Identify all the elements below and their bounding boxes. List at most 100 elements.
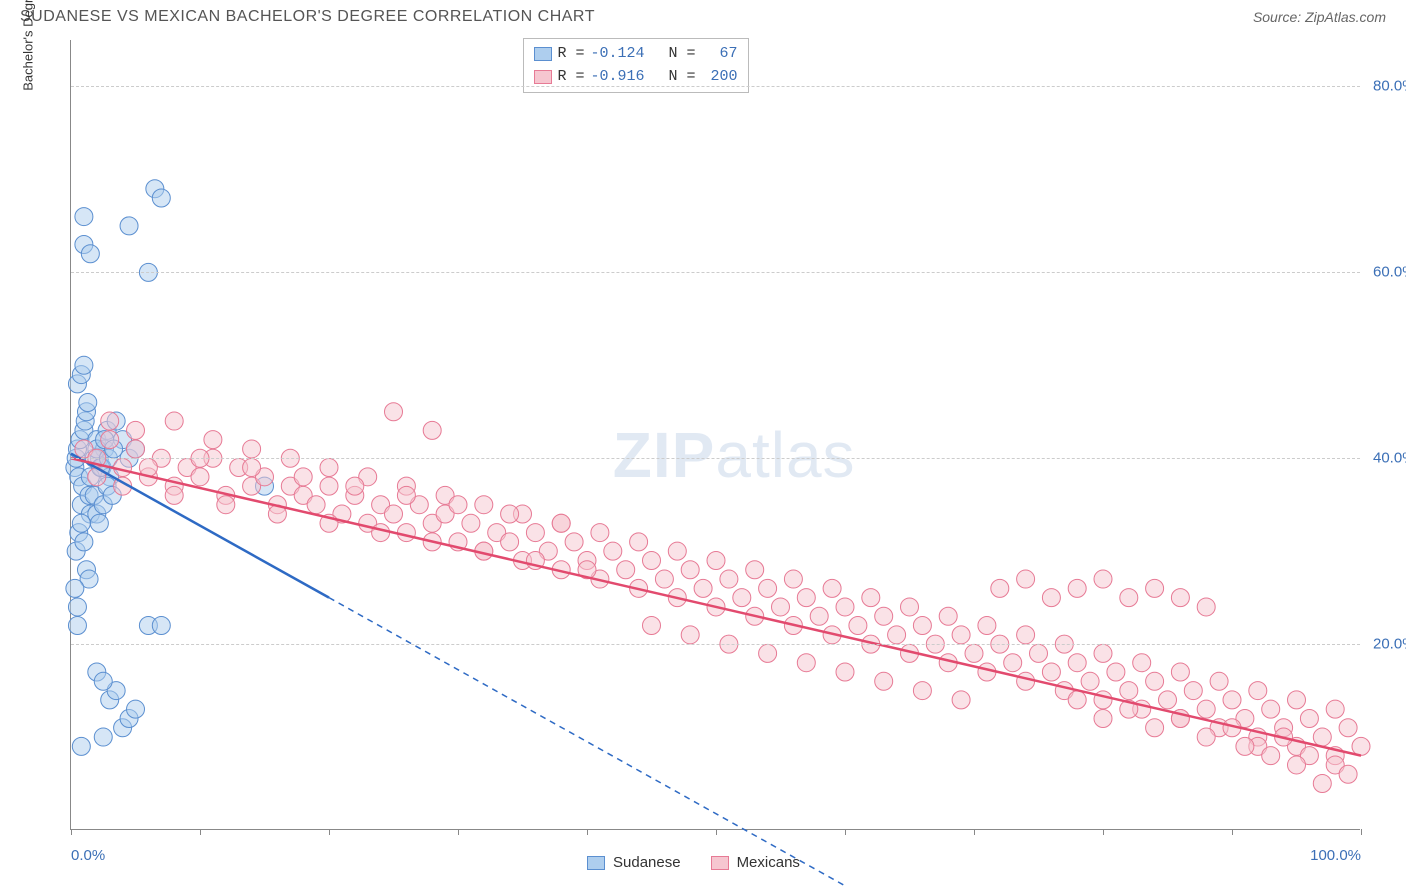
data-point [449, 496, 467, 514]
data-point [617, 561, 635, 579]
stats-legend: R = -0.124 N = 67R = -0.916 N = 200 [523, 38, 749, 93]
data-point [810, 607, 828, 625]
data-point [127, 440, 145, 458]
data-point [1197, 598, 1215, 616]
data-point [1236, 737, 1254, 755]
data-point [75, 208, 93, 226]
data-point [720, 570, 738, 588]
data-point [1159, 691, 1177, 709]
gridline [71, 86, 1360, 87]
legend-label: Sudanese [613, 854, 681, 871]
data-point [875, 607, 893, 625]
data-point [94, 672, 112, 690]
data-point [385, 403, 403, 421]
data-point [707, 551, 725, 569]
data-point [204, 431, 222, 449]
x-tick [716, 829, 717, 835]
data-point [1004, 654, 1022, 672]
data-point [307, 496, 325, 514]
data-point [888, 626, 906, 644]
data-point [759, 644, 777, 662]
stats-r-value: -0.916 [591, 66, 645, 89]
data-point [862, 589, 880, 607]
data-point [191, 468, 209, 486]
gridline [71, 458, 1360, 459]
chart-title: SUDANESE VS MEXICAN BACHELOR'S DEGREE CO… [20, 8, 595, 26]
data-point [320, 459, 338, 477]
data-point [94, 728, 112, 746]
data-point [772, 598, 790, 616]
data-point [643, 617, 661, 635]
legend-swatch [534, 70, 552, 84]
y-tick-label: 20.0% [1373, 636, 1406, 653]
data-point [1313, 728, 1331, 746]
stats-r-label: R = [558, 66, 585, 89]
data-point [1262, 700, 1280, 718]
x-tick [845, 829, 846, 835]
data-point [397, 486, 415, 504]
data-point [1339, 765, 1357, 783]
data-point [823, 579, 841, 597]
data-point [72, 737, 90, 755]
x-tick [200, 829, 201, 835]
gridline [71, 272, 1360, 273]
data-point [79, 393, 97, 411]
data-point [1107, 663, 1125, 681]
data-point [759, 579, 777, 597]
data-point [901, 598, 919, 616]
data-point [1249, 682, 1267, 700]
data-point [501, 533, 519, 551]
gridline [71, 644, 1360, 645]
plot-area: ZIPatlas R = -0.124 N = 67R = -0.916 N =… [70, 40, 1360, 830]
data-point [1146, 672, 1164, 690]
data-point [127, 700, 145, 718]
data-point [591, 524, 609, 542]
trend-line-dashed [329, 598, 845, 886]
data-point [991, 579, 1009, 597]
data-point [501, 505, 519, 523]
x-tick [1361, 829, 1362, 835]
stats-row: R = -0.916 N = 200 [534, 66, 738, 89]
data-point [462, 514, 480, 532]
data-point [81, 245, 99, 263]
data-point [1068, 579, 1086, 597]
legend-swatch [711, 856, 729, 870]
legend-swatch [587, 856, 605, 870]
data-point [423, 421, 441, 439]
stats-n-value: 200 [702, 66, 738, 89]
x-tick [71, 829, 72, 835]
legend-item: Mexicans [711, 854, 800, 871]
data-point [1210, 672, 1228, 690]
data-point [1120, 589, 1138, 607]
data-point [913, 682, 931, 700]
data-point [72, 514, 90, 532]
stats-n-label: N = [651, 43, 696, 66]
stats-r-label: R = [558, 43, 585, 66]
data-point [1288, 691, 1306, 709]
data-point [668, 542, 686, 560]
data-point [836, 663, 854, 681]
legend-item: Sudanese [587, 854, 681, 871]
data-point [1042, 589, 1060, 607]
data-point [836, 598, 854, 616]
data-point [1171, 589, 1189, 607]
x-tick [587, 829, 588, 835]
data-point [127, 421, 145, 439]
data-point [1171, 663, 1189, 681]
y-axis-label: Bachelor's Degree [21, 0, 36, 91]
data-point [913, 617, 931, 635]
data-point [952, 626, 970, 644]
x-tick [1103, 829, 1104, 835]
data-point [630, 533, 648, 551]
data-point [1146, 579, 1164, 597]
bottom-legend: Sudanese Mexicans [587, 854, 800, 871]
x-tick [1232, 829, 1233, 835]
data-point [294, 468, 312, 486]
data-point [165, 412, 183, 430]
data-point [66, 579, 84, 597]
source-label: Source: ZipAtlas.com [1253, 9, 1386, 25]
data-point [1339, 719, 1357, 737]
data-point [1223, 691, 1241, 709]
data-point [1184, 682, 1202, 700]
data-point [1068, 654, 1086, 672]
